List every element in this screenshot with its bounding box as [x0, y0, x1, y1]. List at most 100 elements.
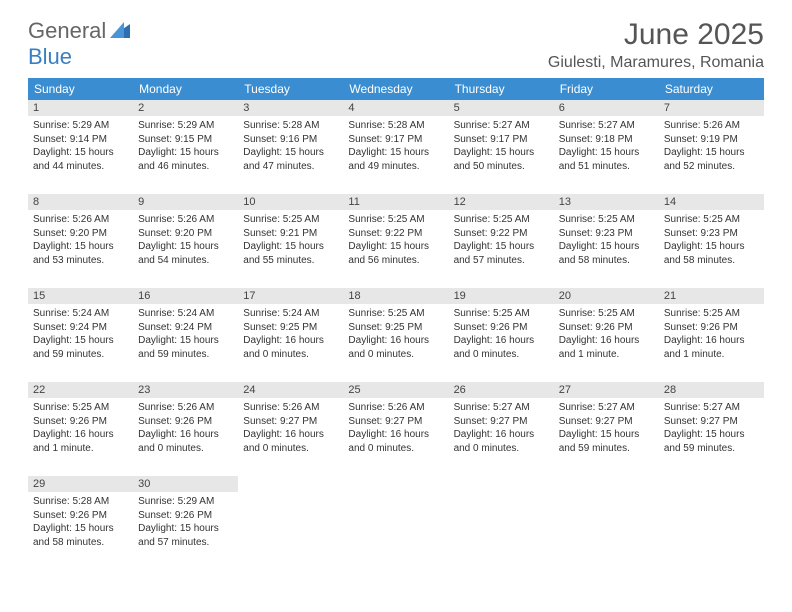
daynum-cell — [449, 476, 554, 492]
day-cell — [554, 492, 659, 570]
logo-icon — [110, 18, 130, 44]
sunrise-text: Sunrise: 5:27 AM — [559, 119, 654, 133]
sunset-text: Sunset: 9:21 PM — [243, 227, 338, 241]
day-cell: Sunrise: 5:25 AMSunset: 9:26 PMDaylight:… — [659, 304, 764, 382]
weekday-header: Monday — [133, 78, 238, 100]
sunrise-text: Sunrise: 5:25 AM — [664, 307, 759, 321]
day-cell: Sunrise: 5:24 AMSunset: 9:24 PMDaylight:… — [133, 304, 238, 382]
daynum-cell: 19 — [449, 288, 554, 304]
daylight-text: Daylight: 15 hours and 57 minutes. — [138, 522, 233, 549]
daylight-text: Daylight: 16 hours and 0 minutes. — [243, 334, 338, 361]
daynum-row: 1234567 — [28, 100, 764, 116]
sunrise-text: Sunrise: 5:26 AM — [348, 401, 443, 415]
sunset-text: Sunset: 9:27 PM — [664, 415, 759, 429]
sunrise-text: Sunrise: 5:26 AM — [33, 213, 128, 227]
daynum-cell: 1 — [28, 100, 133, 116]
daylight-text: Daylight: 16 hours and 0 minutes. — [348, 334, 443, 361]
daynum-cell: 30 — [133, 476, 238, 492]
daynum-cell: 26 — [449, 382, 554, 398]
day-cell: Sunrise: 5:25 AMSunset: 9:26 PMDaylight:… — [28, 398, 133, 476]
daynum-row: 891011121314 — [28, 194, 764, 210]
sunset-text: Sunset: 9:25 PM — [348, 321, 443, 335]
sunrise-text: Sunrise: 5:29 AM — [138, 119, 233, 133]
week-row: Sunrise: 5:26 AMSunset: 9:20 PMDaylight:… — [28, 210, 764, 288]
sunrise-text: Sunrise: 5:25 AM — [664, 213, 759, 227]
sunset-text: Sunset: 9:26 PM — [138, 509, 233, 523]
sunrise-text: Sunrise: 5:25 AM — [454, 213, 549, 227]
daynum-row: 15161718192021 — [28, 288, 764, 304]
day-cell: Sunrise: 5:28 AMSunset: 9:16 PMDaylight:… — [238, 116, 343, 194]
sunset-text: Sunset: 9:19 PM — [664, 133, 759, 147]
daylight-text: Daylight: 15 hours and 59 minutes. — [559, 428, 654, 455]
daylight-text: Daylight: 16 hours and 1 minute. — [33, 428, 128, 455]
day-cell: Sunrise: 5:26 AMSunset: 9:26 PMDaylight:… — [133, 398, 238, 476]
sunrise-text: Sunrise: 5:25 AM — [243, 213, 338, 227]
daylight-text: Daylight: 16 hours and 0 minutes. — [454, 428, 549, 455]
daylight-text: Daylight: 16 hours and 0 minutes. — [243, 428, 338, 455]
week-row: Sunrise: 5:28 AMSunset: 9:26 PMDaylight:… — [28, 492, 764, 570]
daylight-text: Daylight: 15 hours and 52 minutes. — [664, 146, 759, 173]
weekday-header-row: Sunday Monday Tuesday Wednesday Thursday… — [28, 78, 764, 100]
daynum-cell — [659, 476, 764, 492]
day-cell — [659, 492, 764, 570]
sunset-text: Sunset: 9:22 PM — [454, 227, 549, 241]
daylight-text: Daylight: 15 hours and 50 minutes. — [454, 146, 549, 173]
day-cell: Sunrise: 5:26 AMSunset: 9:19 PMDaylight:… — [659, 116, 764, 194]
sunrise-text: Sunrise: 5:26 AM — [243, 401, 338, 415]
day-cell: Sunrise: 5:25 AMSunset: 9:26 PMDaylight:… — [554, 304, 659, 382]
sunrise-text: Sunrise: 5:29 AM — [138, 495, 233, 509]
day-cell: Sunrise: 5:27 AMSunset: 9:27 PMDaylight:… — [554, 398, 659, 476]
sunset-text: Sunset: 9:22 PM — [348, 227, 443, 241]
sunrise-text: Sunrise: 5:25 AM — [33, 401, 128, 415]
daylight-text: Daylight: 15 hours and 58 minutes. — [559, 240, 654, 267]
sunrise-text: Sunrise: 5:27 AM — [454, 401, 549, 415]
daynum-cell: 8 — [28, 194, 133, 210]
day-cell — [238, 492, 343, 570]
sunset-text: Sunset: 9:18 PM — [559, 133, 654, 147]
daynum-cell: 10 — [238, 194, 343, 210]
sunset-text: Sunset: 9:17 PM — [454, 133, 549, 147]
daynum-cell: 22 — [28, 382, 133, 398]
daylight-text: Daylight: 15 hours and 58 minutes. — [33, 522, 128, 549]
sunset-text: Sunset: 9:27 PM — [243, 415, 338, 429]
weekday-header: Sunday — [28, 78, 133, 100]
sunset-text: Sunset: 9:14 PM — [33, 133, 128, 147]
daylight-text: Daylight: 15 hours and 53 minutes. — [33, 240, 128, 267]
sunset-text: Sunset: 9:25 PM — [243, 321, 338, 335]
day-cell: Sunrise: 5:25 AMSunset: 9:25 PMDaylight:… — [343, 304, 448, 382]
sunrise-text: Sunrise: 5:26 AM — [138, 213, 233, 227]
sunrise-text: Sunrise: 5:25 AM — [348, 307, 443, 321]
daynum-cell: 28 — [659, 382, 764, 398]
week-row: Sunrise: 5:29 AM Sunset: 9:14 PM Daylight:… — [28, 116, 764, 194]
daynum-cell: 23 — [133, 382, 238, 398]
sunrise-text: Sunrise: 5:25 AM — [559, 307, 654, 321]
daylight-text: Daylight: 16 hours and 0 minutes. — [348, 428, 443, 455]
daynum-cell: 6 — [554, 100, 659, 116]
daynum-cell: 20 — [554, 288, 659, 304]
sunset-text: Sunset: 9:27 PM — [559, 415, 654, 429]
daynum-row: 2930 — [28, 476, 764, 492]
sunset-text: Sunset: 9:26 PM — [33, 415, 128, 429]
daylight-text: Daylight: 15 hours and 54 minutes. — [138, 240, 233, 267]
sunset-text: Sunset: 9:26 PM — [559, 321, 654, 335]
daylight-text: Daylight: 16 hours and 0 minutes. — [138, 428, 233, 455]
daynum-cell: 11 — [343, 194, 448, 210]
daynum-cell — [343, 476, 448, 492]
daynum-cell: 2 — [133, 100, 238, 116]
day-cell: Sunrise: 5:27 AMSunset: 9:18 PMDaylight:… — [554, 116, 659, 194]
sunset-text: Sunset: 9:16 PM — [243, 133, 338, 147]
daylight-text: Daylight: 15 hours and 49 minutes. — [348, 146, 443, 173]
daylight-text: Daylight: 15 hours and 56 minutes. — [348, 240, 443, 267]
day-cell: Sunrise: 5:25 AMSunset: 9:22 PMDaylight:… — [449, 210, 554, 288]
day-cell: Sunrise: 5:24 AMSunset: 9:25 PMDaylight:… — [238, 304, 343, 382]
calendar-table: Sunday Monday Tuesday Wednesday Thursday… — [28, 78, 764, 570]
title-block: June 2025 Giulesti, Maramures, Romania — [548, 18, 764, 72]
sunset-text: Sunset: 9:27 PM — [454, 415, 549, 429]
sunrise-text: Sunrise: 5:24 AM — [138, 307, 233, 321]
sunrise-text: Sunrise: 5:25 AM — [559, 213, 654, 227]
header: General Blue June 2025 Giulesti, Maramur… — [28, 18, 764, 72]
day-cell: Sunrise: 5:25 AMSunset: 9:21 PMDaylight:… — [238, 210, 343, 288]
daynum-cell: 14 — [659, 194, 764, 210]
daylight-text: Daylight: 16 hours and 0 minutes. — [454, 334, 549, 361]
daylight-text: Daylight: 16 hours and 1 minute. — [559, 334, 654, 361]
